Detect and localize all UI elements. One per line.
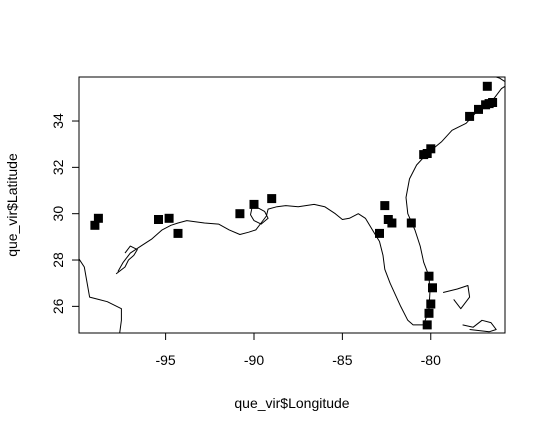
data-point <box>426 144 436 154</box>
x-tick-label: -85 <box>332 352 352 368</box>
x-tick-label: -90 <box>244 352 264 368</box>
data-point <box>424 308 434 318</box>
data-point <box>422 149 432 158</box>
data-point <box>173 228 183 238</box>
y-axis: 26 28 30 32 34 <box>50 113 79 314</box>
coastline-segment <box>442 285 471 310</box>
y-tick-label: 30 <box>50 206 66 222</box>
coastline-segment <box>250 206 269 225</box>
coastline-segment <box>79 258 122 333</box>
y-tick-label: 28 <box>50 252 66 268</box>
data-point <box>474 104 483 114</box>
data-point <box>488 98 498 107</box>
x-axis-title: que_vir$Longitude <box>234 395 349 411</box>
data-point <box>424 271 434 281</box>
coastline-layer <box>79 77 505 333</box>
data-point <box>164 213 174 223</box>
coastline-segment <box>496 77 505 83</box>
coastline-segment <box>117 85 505 326</box>
data-point <box>406 218 416 228</box>
data-point <box>249 199 259 209</box>
data-point <box>90 220 100 230</box>
data-point <box>426 299 436 309</box>
y-axis-title: que_vir$Latitude <box>4 153 20 257</box>
y-tick-label: 34 <box>50 113 66 129</box>
data-point <box>380 201 390 211</box>
coastline-segment <box>462 319 497 333</box>
data-point <box>465 111 475 121</box>
data-point <box>375 228 384 238</box>
y-tick-label: 32 <box>50 159 66 175</box>
data-point <box>428 283 437 293</box>
coastline-segment <box>115 245 138 275</box>
data-point <box>482 81 492 91</box>
x-tick-label: -80 <box>421 352 441 368</box>
data-point <box>387 218 397 228</box>
x-tick-label: -95 <box>155 352 175 368</box>
data-point <box>235 209 245 219</box>
points-layer <box>90 81 498 330</box>
data-point <box>93 213 103 223</box>
x-axis: -95 -90 -85 -80 <box>155 333 441 368</box>
data-point <box>267 194 277 204</box>
data-point <box>154 215 163 224</box>
data-point <box>422 320 432 330</box>
plot-frame <box>78 76 506 334</box>
y-tick-label: 26 <box>50 298 66 314</box>
